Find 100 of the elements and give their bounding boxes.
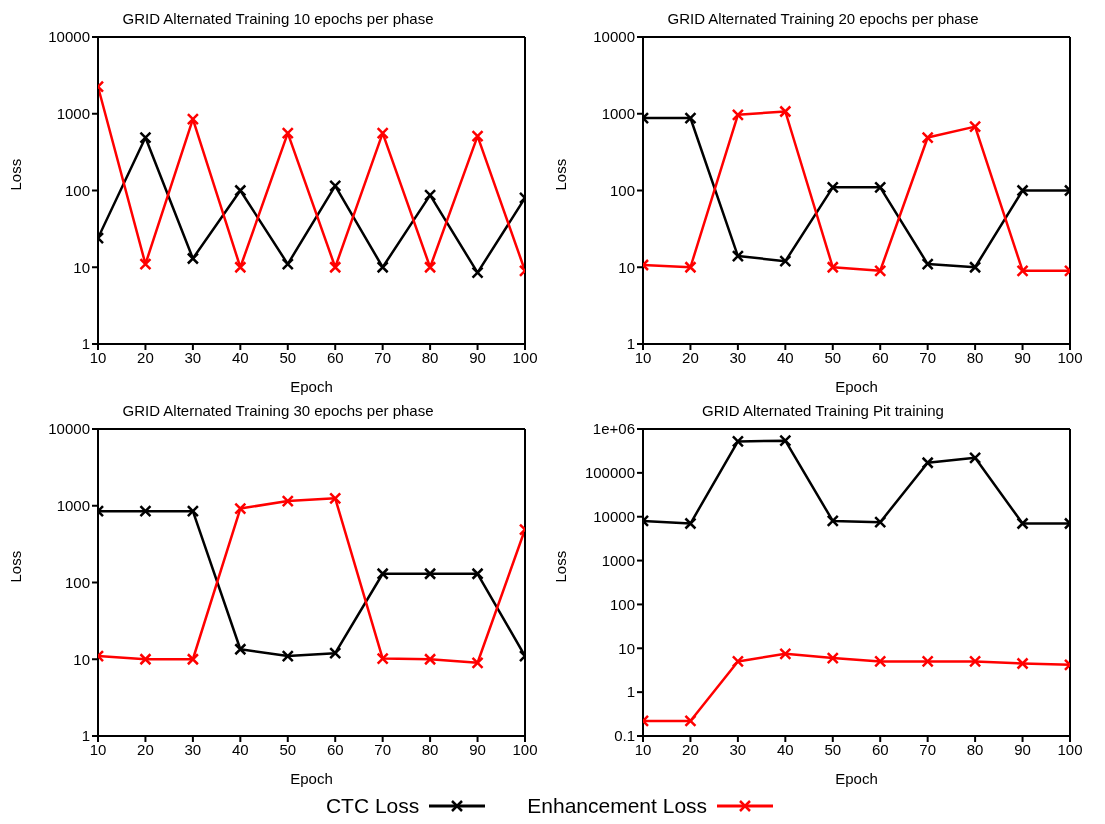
y-tick-label: 100	[64, 181, 90, 199]
y-tick-label: 10000	[593, 28, 635, 46]
x-tick-label: 40	[231, 348, 249, 366]
point	[423, 188, 437, 202]
point	[873, 655, 887, 668]
x-tick-label: 80	[421, 740, 439, 758]
x-axis-title: Epoch	[290, 770, 333, 787]
point	[779, 434, 792, 447]
point	[684, 714, 697, 728]
y-tick-label: 1000	[601, 551, 635, 569]
point	[376, 567, 389, 580]
point	[281, 257, 295, 271]
point	[779, 105, 792, 118]
y-tick-label: 1	[81, 727, 90, 745]
point	[186, 112, 200, 126]
y-tick-label: 100	[609, 595, 635, 613]
point	[826, 651, 840, 665]
point	[731, 249, 745, 263]
y-axis-title: Loss	[552, 158, 570, 191]
x-tick-label: 100	[512, 740, 538, 758]
y-tick-label: 100000	[584, 464, 635, 482]
point	[471, 567, 484, 580]
x-tick-label: 20	[682, 348, 699, 366]
x-tick-label: 90	[1014, 348, 1031, 366]
y-tick-label: 10	[618, 639, 635, 657]
chart-title: GRID Alternated Training 10 epochs per phase	[121, 9, 435, 29]
y-tick-label: 100	[609, 181, 635, 199]
point	[471, 656, 484, 670]
y-axis-title: Loss	[7, 550, 25, 583]
y-tick-label: 1000	[56, 497, 90, 515]
point	[328, 261, 342, 274]
point	[921, 257, 934, 271]
y-tick-label: 10000	[48, 28, 90, 46]
x-tick-label: 20	[137, 740, 154, 758]
x-tick-label: 20	[137, 348, 154, 366]
x-tick-label: 70	[919, 348, 937, 366]
x-tick-label: 40	[776, 740, 794, 758]
x-tick-label: 100	[1057, 348, 1083, 366]
point	[1016, 657, 1029, 670]
x-tick-label: 50	[824, 740, 842, 758]
point	[731, 108, 745, 122]
point	[423, 567, 437, 580]
point	[684, 111, 697, 125]
point	[423, 261, 437, 274]
x-tick-label: 100	[1057, 740, 1083, 758]
y-tick-label: 1000	[601, 105, 635, 123]
point	[873, 515, 887, 529]
x-tick-label: 70	[374, 740, 392, 758]
y-tick-label: 10	[618, 258, 635, 276]
x-tick-label: 60	[326, 348, 344, 366]
x-tick-label: 50	[279, 348, 297, 366]
point	[234, 502, 247, 515]
point	[826, 181, 840, 194]
point	[234, 184, 247, 197]
chart-title: GRID Alternated Training 20 epochs per phase	[666, 9, 980, 29]
x-tick-label: 80	[966, 740, 984, 758]
point	[281, 126, 295, 140]
point	[921, 131, 934, 144]
point	[684, 517, 697, 530]
x-tick-label: 40	[231, 740, 249, 758]
point	[328, 179, 342, 193]
point	[921, 456, 934, 469]
point	[186, 252, 200, 265]
y-tick-label: 1	[626, 683, 635, 701]
point	[873, 181, 887, 194]
point	[376, 261, 389, 274]
point	[139, 257, 152, 271]
point	[779, 254, 792, 268]
point	[186, 504, 200, 518]
point	[1016, 264, 1029, 278]
x-tick-label: 70	[374, 348, 392, 366]
y-tick-label: 1e+06	[592, 420, 635, 438]
point	[826, 514, 840, 528]
x-tick-label: 30	[729, 348, 747, 366]
point	[281, 494, 295, 508]
y-tick-label: 10000	[48, 420, 90, 438]
x-tick-label: 90	[469, 740, 486, 758]
point	[471, 266, 484, 279]
x-tick-label: 50	[824, 348, 842, 366]
y-tick-label: 1	[626, 335, 635, 353]
point	[139, 504, 152, 518]
x-tick-label: 70	[919, 740, 937, 758]
x-tick-label: 90	[1014, 740, 1031, 758]
point	[1016, 184, 1029, 197]
x-tick-label: 50	[279, 740, 297, 758]
y-tick-label: 0.1	[614, 727, 635, 745]
point	[1016, 517, 1029, 530]
point	[968, 451, 982, 465]
x-tick-label: 60	[871, 740, 889, 758]
y-tick-label: 10000	[593, 508, 635, 526]
point	[376, 652, 389, 665]
x-axis-title: Epoch	[290, 378, 333, 395]
point	[968, 655, 982, 668]
x-tick-label: 90	[469, 348, 486, 366]
x-tick-label: 60	[326, 740, 344, 758]
point	[921, 655, 934, 668]
x-tick-label: 20	[682, 740, 699, 758]
point	[968, 261, 982, 274]
y-tick-label: 1	[81, 335, 90, 353]
y-tick-label: 100	[64, 573, 90, 591]
